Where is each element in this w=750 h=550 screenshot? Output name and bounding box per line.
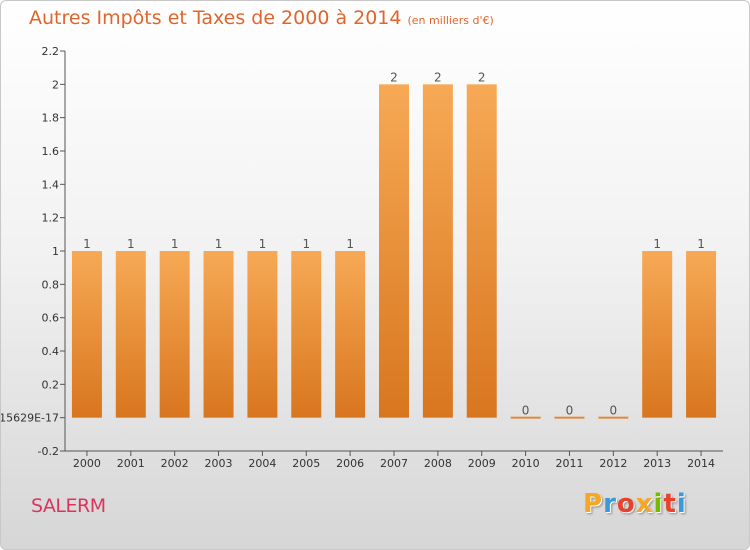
x-tick-label: 2010 <box>512 457 540 470</box>
x-tick-label: 2011 <box>555 457 583 470</box>
x-tick-label: 2013 <box>643 457 671 470</box>
y-tick-label: 0.2 <box>42 378 60 391</box>
x-tick-label: 2000 <box>73 457 101 470</box>
data-label-2004: 1 <box>259 237 267 251</box>
y-tick-label: -0.2 <box>38 445 59 458</box>
y-tick-label: 1 <box>52 245 59 258</box>
x-tick-label: 2008 <box>424 457 452 470</box>
data-label-2006: 1 <box>346 237 354 251</box>
x-tick-label: 2007 <box>380 457 408 470</box>
data-label-2001: 1 <box>127 237 135 251</box>
data-label-2013: 1 <box>653 237 661 251</box>
bar-2010 <box>510 416 541 419</box>
x-tick-label: 2009 <box>468 457 496 470</box>
y-tick-label: 2 <box>52 78 59 91</box>
commune-name: SALERM <box>31 495 106 517</box>
data-label-2011: 0 <box>566 404 574 418</box>
data-label-2010: 0 <box>522 404 530 418</box>
bar-2003 <box>203 251 234 418</box>
data-label-2000: 1 <box>83 237 91 251</box>
y-tick-label: 0.8 <box>42 278 60 291</box>
chart-axes: -0.2 -1.11022302462515629E-17 0.2 0.4 0.6 0.8… <box>1 45 723 470</box>
data-label-2009: 2 <box>478 70 486 84</box>
bar-2014 <box>686 251 717 418</box>
bar-2008 <box>422 84 453 418</box>
x-tick-label: 2006 <box>336 457 364 470</box>
logo-letter: P <box>583 489 604 519</box>
x-tick-label: 2005 <box>292 457 320 470</box>
logo-letter: i <box>676 489 687 519</box>
y-tick-label: 2.2 <box>42 45 60 58</box>
data-label-2012: 0 <box>610 404 618 418</box>
bar-2009 <box>466 84 497 418</box>
data-label-2007: 2 <box>390 70 398 84</box>
logo-letter: r <box>603 489 617 519</box>
logo-letter: t <box>663 489 677 519</box>
chart-data-labels: 1 1 1 1 1 1 1 2 2 2 0 0 0 1 1 <box>83 70 705 417</box>
bar-2013 <box>642 251 673 418</box>
logo-letter: x <box>635 489 654 519</box>
logo-letter: i <box>653 489 664 519</box>
y-tick-label: 1.2 <box>42 212 60 225</box>
chart-bars <box>71 84 717 419</box>
bar-2004 <box>247 251 278 418</box>
bar-2002 <box>159 251 190 418</box>
proxiti-logo: Proxiti <box>583 489 687 519</box>
bar-2005 <box>291 251 322 418</box>
x-tick-label: 2001 <box>117 457 145 470</box>
x-tick-label: 2014 <box>687 457 715 470</box>
data-label-2003: 1 <box>215 237 223 251</box>
chart-unit: (en milliers d'€) <box>407 14 494 27</box>
chart-title: Autres Impôts et Taxes de 2000 à 2014 (en… <box>29 7 494 29</box>
y-tick-label: 0.4 <box>42 345 60 358</box>
bar-2007 <box>379 84 409 418</box>
bar-2000 <box>71 251 102 418</box>
y-tick-label: -1.11022302462515629E-17 <box>1 412 59 425</box>
bar-2001 <box>115 251 146 418</box>
bar-2006 <box>335 251 366 418</box>
y-tick-label: 0.6 <box>42 312 60 325</box>
data-label-2014: 1 <box>697 237 705 251</box>
y-tick-label: 1.8 <box>42 112 60 125</box>
x-tick-label: 2002 <box>161 457 189 470</box>
chart-title-text: Autres Impôts et Taxes de 2000 à 2014 <box>29 7 402 29</box>
x-tick-label: 2004 <box>248 457 276 470</box>
y-tick-label: 1.6 <box>42 145 60 158</box>
y-tick-label: 1.4 <box>42 178 60 191</box>
bar-2011 <box>554 416 585 419</box>
data-label-2008: 2 <box>434 70 442 84</box>
x-tick-label: 2003 <box>205 457 233 470</box>
logo-letter: o <box>616 489 636 519</box>
data-label-2005: 1 <box>302 237 310 251</box>
bar-2012 <box>598 416 629 419</box>
data-label-2002: 1 <box>171 237 179 251</box>
x-tick-label: 2012 <box>599 457 627 470</box>
